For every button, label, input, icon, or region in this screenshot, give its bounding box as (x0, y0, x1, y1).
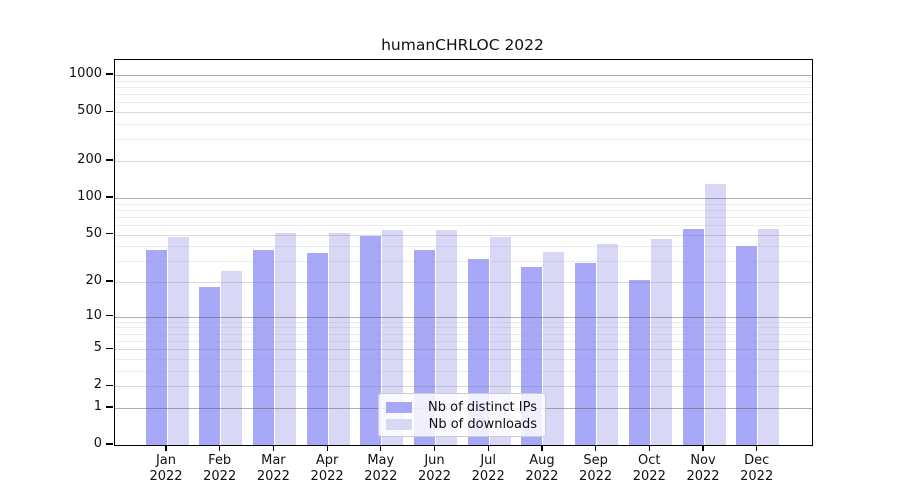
x-tick-feb (219, 445, 221, 451)
y-tick-label-1: 1 (93, 398, 102, 414)
x-tick-apr (326, 445, 328, 451)
downloads-swatch (386, 419, 412, 430)
y-tick-label-50: 50 (85, 225, 102, 241)
bar-downloads-aug (543, 251, 565, 445)
x-tick-label-oct: Oct 2022 (632, 453, 666, 484)
bar-downloads-nov (704, 183, 726, 445)
legend-item-distinct-ips: Nb of distinct IPs (386, 399, 537, 416)
x-tick-aug (541, 445, 543, 451)
x-tick-nov (702, 445, 704, 451)
y-tick-50 (106, 232, 113, 235)
gridline-500 (115, 112, 812, 114)
x-tick-label-sep: Sep 2022 (579, 453, 613, 484)
y-tick-label-100: 100 (77, 188, 102, 204)
distinct-ips-swatch (386, 402, 412, 413)
gridline-400 (115, 124, 812, 125)
bar-distinct-ips-nov (682, 228, 704, 445)
x-tick-label-jun: Jun 2022 (417, 453, 452, 484)
gridline-300 (115, 139, 812, 141)
y-tick-label-200: 200 (77, 152, 102, 167)
plot-area (114, 59, 813, 446)
bar-distinct-ips-apr (306, 253, 328, 445)
bar-downloads-dec (758, 229, 780, 445)
y-tick-1 (106, 406, 113, 408)
bar-distinct-ips-dec (736, 246, 758, 445)
y-tick-2 (106, 384, 113, 386)
bar-downloads-feb (221, 270, 243, 445)
y-tick-label-5: 5 (93, 340, 102, 356)
y-tick-5 (106, 347, 113, 349)
y-tick-100 (106, 196, 113, 198)
y-tick-20 (106, 280, 113, 282)
x-tick-label-jul: Jul 2022 (471, 453, 505, 484)
bar-distinct-ips-may (360, 235, 382, 445)
y-tick-label-20: 20 (85, 273, 102, 288)
chart-title: humanCHRLOC 2022 (381, 36, 544, 54)
x-tick-label-jan: Jan 2022 (149, 453, 183, 484)
bar-downloads-oct (650, 238, 672, 445)
bar-downloads-jun (436, 230, 457, 445)
bar-distinct-ips-oct (628, 279, 650, 445)
x-tick-jul (487, 445, 489, 451)
bar-distinct-ips-feb (199, 287, 221, 445)
y-tick-label-10: 10 (85, 307, 102, 323)
bar-downloads-sep (597, 243, 619, 445)
legend-label: Nb of distinct IPs (428, 400, 537, 415)
x-tick-label-nov: Nov 2022 (686, 453, 720, 484)
y-tick-label-0: 0 (93, 436, 102, 451)
y-tick-10 (106, 315, 113, 317)
x-tick-mar (272, 445, 275, 451)
gridline-200 (115, 161, 812, 162)
y-tick-label-1000: 1000 (68, 66, 102, 81)
y-tick-200 (106, 159, 113, 161)
bar-downloads-apr (328, 233, 350, 445)
x-tick-jan (165, 445, 167, 451)
legend-label: Nb of downloads (428, 417, 537, 432)
bar-distinct-ips-sep (575, 262, 597, 445)
gridline-1000 (115, 75, 812, 76)
y-tick-label-2: 2 (93, 377, 102, 393)
x-tick-may (380, 445, 382, 451)
x-tick-oct (648, 445, 650, 451)
bar-distinct-ips-mar (252, 250, 274, 445)
legend-item-downloads: Nb of downloads (386, 416, 537, 433)
x-tick-sep (595, 445, 597, 451)
bar-downloads-may (382, 230, 404, 445)
y-tick-1000 (106, 73, 113, 75)
y-tick-label-500: 500 (77, 103, 102, 119)
x-tick-label-dec: Dec 2022 (740, 453, 774, 484)
bar-downloads-jan (167, 236, 189, 445)
bar-downloads-jul (489, 236, 511, 445)
gridline-800 (115, 87, 812, 88)
bar-distinct-ips-jan (145, 250, 167, 445)
x-tick-label-apr: Apr 2022 (310, 453, 344, 484)
legend: Nb of distinct IPs Nb of downloads (378, 393, 546, 437)
x-tick-dec (756, 445, 758, 451)
bar-downloads-mar (274, 233, 296, 445)
gridline-600 (115, 102, 812, 104)
x-tick-label-feb: Feb 2022 (203, 453, 237, 484)
x-tick-jun (433, 445, 436, 451)
gridline-700 (115, 94, 812, 96)
y-tick-500 (106, 110, 113, 112)
x-tick-label-mar: Mar 2022 (256, 453, 290, 484)
gridline-900 (115, 80, 812, 82)
x-tick-label-may: May 2022 (364, 453, 398, 484)
y-tick-0 (106, 443, 113, 445)
x-tick-label-aug: Aug 2022 (525, 453, 559, 484)
